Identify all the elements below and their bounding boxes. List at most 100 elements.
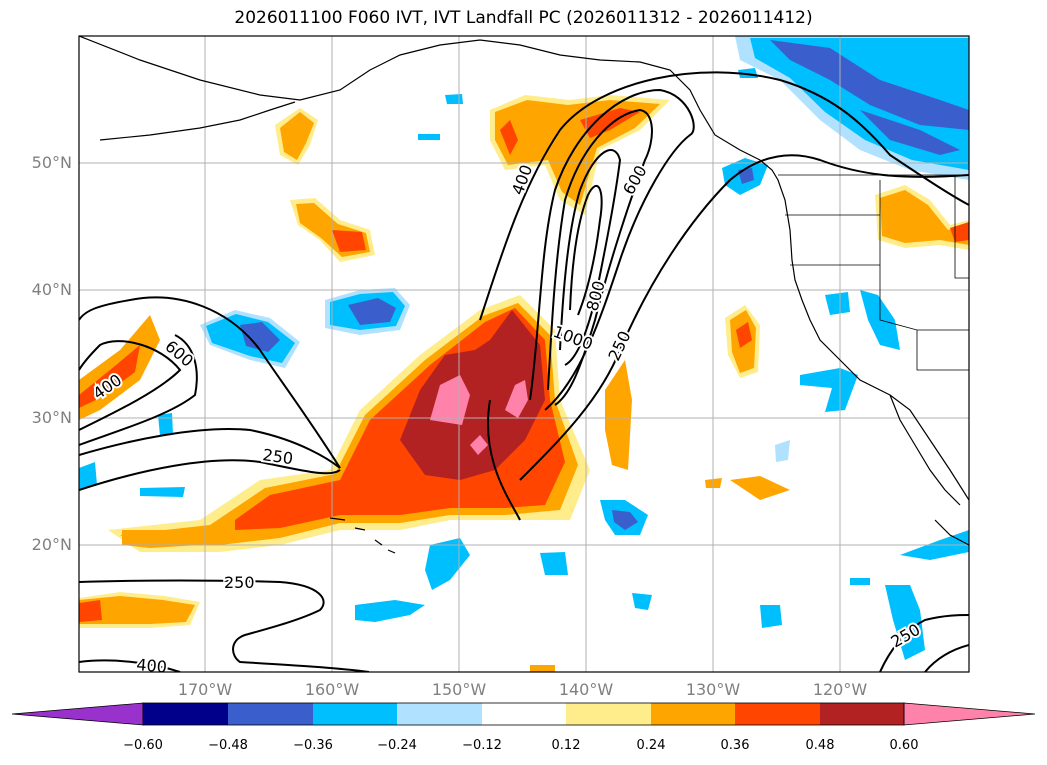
state-border-5	[916, 330, 969, 371]
cell-red-5	[736, 322, 752, 348]
gridlines	[79, 36, 969, 672]
lat-label: 50°N	[31, 153, 72, 172]
mx-blue10	[850, 578, 870, 585]
bc-coast	[759, 159, 969, 501]
lat-label: 40°N	[31, 280, 72, 299]
cell-orange-7	[122, 530, 200, 548]
cell-blue-5	[355, 600, 425, 622]
colorbar-swatch	[228, 703, 313, 725]
mx-blue8	[418, 134, 440, 140]
state-border-4	[954, 175, 969, 279]
colorbar-label: 0.36	[720, 738, 750, 753]
nw-blue-c	[770, 40, 969, 130]
mx-blue4	[632, 593, 652, 610]
colorbar-label: 0.12	[551, 738, 581, 753]
coastlines	[79, 36, 969, 554]
colorbar-frame	[142, 702, 905, 726]
ivt-contours	[79, 71, 969, 672]
map-title: 2026011100 F060 IVT, IVT Landfall PC (20…	[234, 8, 813, 28]
goa-orange	[495, 100, 660, 205]
mx-blue2	[885, 585, 925, 660]
goa-redorange	[500, 120, 518, 155]
contour-1000-main	[569, 184, 603, 316]
contour-bottom-400	[79, 659, 181, 672]
cell-orange-3b	[79, 596, 195, 624]
map-frame	[78, 35, 970, 673]
colorbar-label: −0.24	[377, 738, 417, 753]
colorbar-swatch	[313, 703, 397, 725]
colorbar-label: −0.12	[462, 738, 502, 753]
mx-orange2	[530, 665, 555, 672]
contour-bottom-250	[79, 579, 370, 672]
lon-label: 160°W	[304, 680, 360, 699]
cell-blue-2c	[240, 322, 280, 352]
cell-blue-1c	[348, 298, 396, 325]
baja	[889, 394, 961, 506]
contour-250-main-east	[519, 154, 969, 481]
ida-orange-b	[880, 190, 969, 245]
colorbar-extend-high	[903, 702, 1036, 726]
lon-label: 130°W	[685, 680, 741, 699]
contour-250-main	[479, 71, 969, 321]
cell-orange-1b	[280, 112, 314, 160]
wpac-blue	[79, 462, 97, 490]
mx-blue7	[158, 413, 173, 436]
map-plot-area: 400 600 800 1000 250 600 400 250 250 400…	[79, 36, 969, 677]
contour-se-400	[924, 644, 969, 672]
colorbar-label: 0.24	[636, 738, 666, 753]
mx-blue5	[540, 552, 568, 575]
cell-red-3	[79, 600, 102, 622]
lat-label: 20°N	[31, 535, 72, 554]
lon-label: 170°W	[177, 680, 233, 699]
colorbar-swatch	[820, 703, 904, 725]
state-border-3	[879, 265, 969, 331]
ar-band-pink	[430, 375, 470, 425]
ar-band-darkred	[400, 310, 545, 480]
contour-west-bottom	[79, 459, 341, 491]
lat-label: 30°N	[31, 408, 72, 427]
lon-label: 150°W	[431, 680, 487, 699]
contour-800-main	[559, 149, 622, 366]
colorbar-extend-low	[11, 702, 144, 726]
cell-orange-4	[605, 360, 632, 470]
colorbar-swatch	[735, 703, 820, 725]
ca-blue2	[825, 292, 850, 315]
ivt-shading	[79, 36, 969, 672]
colorbar-label: −0.48	[208, 738, 248, 753]
colorbar-swatch	[143, 703, 228, 725]
ar-band-pink3	[470, 435, 488, 455]
contour-label: 400	[136, 655, 168, 677]
contour-loop-left	[487, 399, 521, 521]
ar-band-pink2	[505, 380, 528, 418]
alaska-coast	[79, 36, 761, 161]
mx-blue3	[760, 605, 782, 628]
colorbar-swatch	[651, 703, 735, 725]
colorbar-swatch	[482, 703, 566, 725]
colorbar	[11, 702, 1036, 726]
borders	[778, 174, 969, 371]
mexico-coast	[934, 519, 969, 546]
contour-se-250	[879, 614, 969, 672]
hawaii	[329, 517, 396, 554]
contour-west-250	[79, 296, 341, 469]
mx-blue11	[775, 440, 790, 462]
contour-west-400	[79, 340, 182, 431]
cell-red-2	[332, 230, 366, 252]
colorbar-label: −0.36	[293, 738, 333, 753]
contour-west-600	[79, 334, 198, 446]
lon-label: 140°W	[558, 680, 614, 699]
contour-label: 250	[224, 573, 255, 592]
contour-600-main	[547, 108, 653, 406]
mx-blue6	[140, 487, 185, 497]
mx-blue9	[445, 94, 463, 104]
aleutians	[99, 101, 296, 141]
colorbar-swatch	[397, 703, 482, 725]
contour-400-main	[529, 88, 695, 411]
colorbar-label: −0.60	[123, 738, 163, 753]
cell-orange-6	[730, 476, 790, 500]
wpac-red	[79, 345, 140, 408]
lon-label: 120°W	[812, 680, 868, 699]
cell-blue-3b	[612, 510, 638, 530]
ca-blue3	[800, 368, 858, 412]
